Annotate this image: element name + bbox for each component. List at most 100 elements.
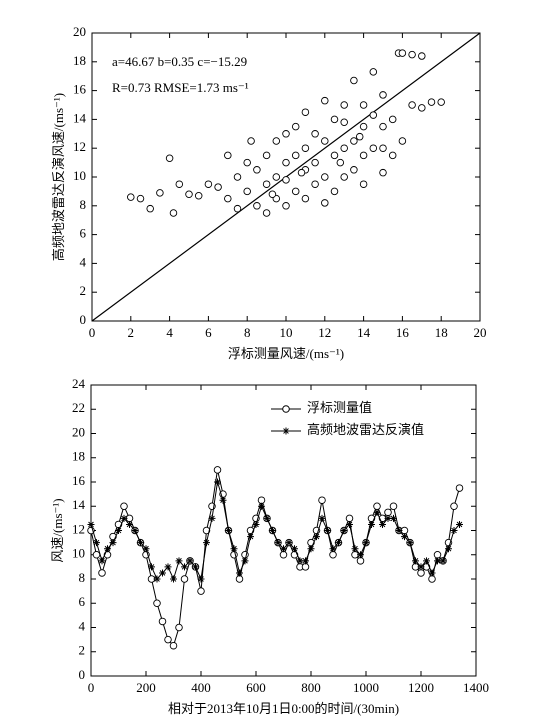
- marker-star: [346, 520, 353, 528]
- scatter-point: [175, 180, 184, 188]
- scatter-point: [369, 68, 378, 76]
- scatter-point: [291, 151, 300, 160]
- y-tick-label: 12: [72, 521, 85, 536]
- marker-circle: [373, 502, 381, 511]
- scatter-point: [359, 151, 368, 160]
- marker-star: [120, 514, 128, 522]
- marker-star: [109, 539, 117, 547]
- marker-circle: [279, 551, 288, 559]
- marker-circle: [98, 569, 106, 577]
- y-tick-label: 0: [79, 667, 86, 682]
- marker-star: [379, 520, 386, 528]
- scatter-point: [359, 122, 368, 131]
- x-tick-label: 8: [244, 325, 251, 340]
- marker-star: [291, 545, 298, 553]
- marker-star: [340, 527, 348, 534]
- scatter-point: [156, 189, 164, 197]
- marker-star: [280, 545, 287, 553]
- marker-star: [236, 569, 243, 577]
- scatter-point: [418, 104, 426, 112]
- marker-circle: [120, 502, 128, 511]
- scatter-point: [243, 158, 251, 167]
- x-tick-label: 2: [128, 325, 135, 340]
- y-tick-label: 8: [79, 570, 86, 585]
- marker-star: [219, 496, 227, 504]
- marker-star: [445, 545, 452, 553]
- marker-star: [282, 427, 290, 435]
- scatter-point: [340, 101, 348, 109]
- scatter-point: [359, 101, 368, 109]
- scatter-point: [379, 144, 387, 152]
- marker-star: [274, 539, 282, 547]
- marker-star: [87, 520, 95, 528]
- x-tick-label: 6: [205, 325, 212, 340]
- y-tick-label: 10: [72, 546, 85, 561]
- legend-label: 浮标测量值: [307, 400, 372, 415]
- scatter-point: [336, 158, 345, 167]
- marker-star: [329, 545, 337, 553]
- scatter-point: [330, 187, 339, 196]
- scatter-point: [427, 98, 436, 106]
- scatter-point: [388, 151, 397, 160]
- scatter-point: [282, 202, 290, 210]
- scatter-point: [311, 130, 319, 138]
- marker-circle: [433, 551, 442, 559]
- y-tick-label: 2: [79, 643, 86, 658]
- marker-star: [401, 533, 408, 541]
- marker-star: [456, 520, 463, 528]
- y-tick-label: 14: [73, 110, 87, 125]
- scatter-point: [321, 96, 329, 105]
- marker-star: [351, 545, 359, 553]
- marker-star: [153, 575, 161, 583]
- y-tick-label: 18: [73, 53, 86, 68]
- scatter-point: [311, 180, 319, 188]
- scatter-point: [272, 173, 281, 181]
- marker-star: [357, 551, 364, 559]
- marker-circle: [356, 557, 365, 565]
- scatter-point: [224, 151, 232, 160]
- scatter-point: [398, 137, 407, 145]
- marker-star: [192, 563, 199, 571]
- chart-line: 0 200 400 600 800 1000 1200 1400024681012141618…: [50, 376, 489, 716]
- marker-circle: [153, 599, 161, 608]
- marker-circle: [318, 496, 326, 504]
- marker-star: [159, 569, 166, 577]
- x-tick-label: 14: [357, 325, 371, 340]
- marker-circle: [417, 569, 425, 577]
- marker-circle: [202, 526, 211, 535]
- scatter-point: [282, 130, 290, 138]
- marker-circle: [169, 641, 178, 650]
- marker-star: [412, 557, 419, 565]
- scatter-point: [204, 180, 213, 188]
- scatter-point: [321, 137, 329, 145]
- scatter-point: [243, 187, 251, 196]
- y-tick-label: 24: [72, 376, 86, 391]
- y-tick-label: 4: [79, 618, 86, 633]
- marker-circle: [175, 623, 183, 632]
- marker-circle: [345, 514, 354, 523]
- scatter-point: [408, 101, 416, 109]
- marker-star: [230, 545, 238, 553]
- marker-star: [181, 563, 188, 571]
- chart-scatter: 0 2 4 6 8 10 12 14 16 18 20 0 2 4 6 8 10 12 14 16 18 20 浮标测量风速…: [51, 24, 487, 361]
- marker-star: [104, 545, 111, 553]
- x-tick-label: 4: [166, 325, 173, 340]
- marker-star: [362, 539, 370, 547]
- marker-circle: [164, 635, 172, 644]
- scatter-point: [301, 108, 310, 116]
- y-tick-label: 22: [72, 400, 85, 415]
- x-tick-label: 12: [318, 325, 331, 340]
- marker-star: [142, 545, 150, 553]
- y-tick-label: 18: [72, 449, 85, 464]
- scatter-point: [262, 209, 271, 217]
- scatter-point: [297, 168, 306, 177]
- y-tick-label: 10: [73, 168, 86, 183]
- marker-star: [263, 514, 271, 522]
- scatter-point: [379, 91, 387, 99]
- y-tick-label: 16: [73, 82, 87, 97]
- marker-star: [148, 563, 155, 571]
- marker-circle: [389, 502, 398, 511]
- marker-star: [296, 557, 304, 565]
- marker-star: [335, 539, 342, 547]
